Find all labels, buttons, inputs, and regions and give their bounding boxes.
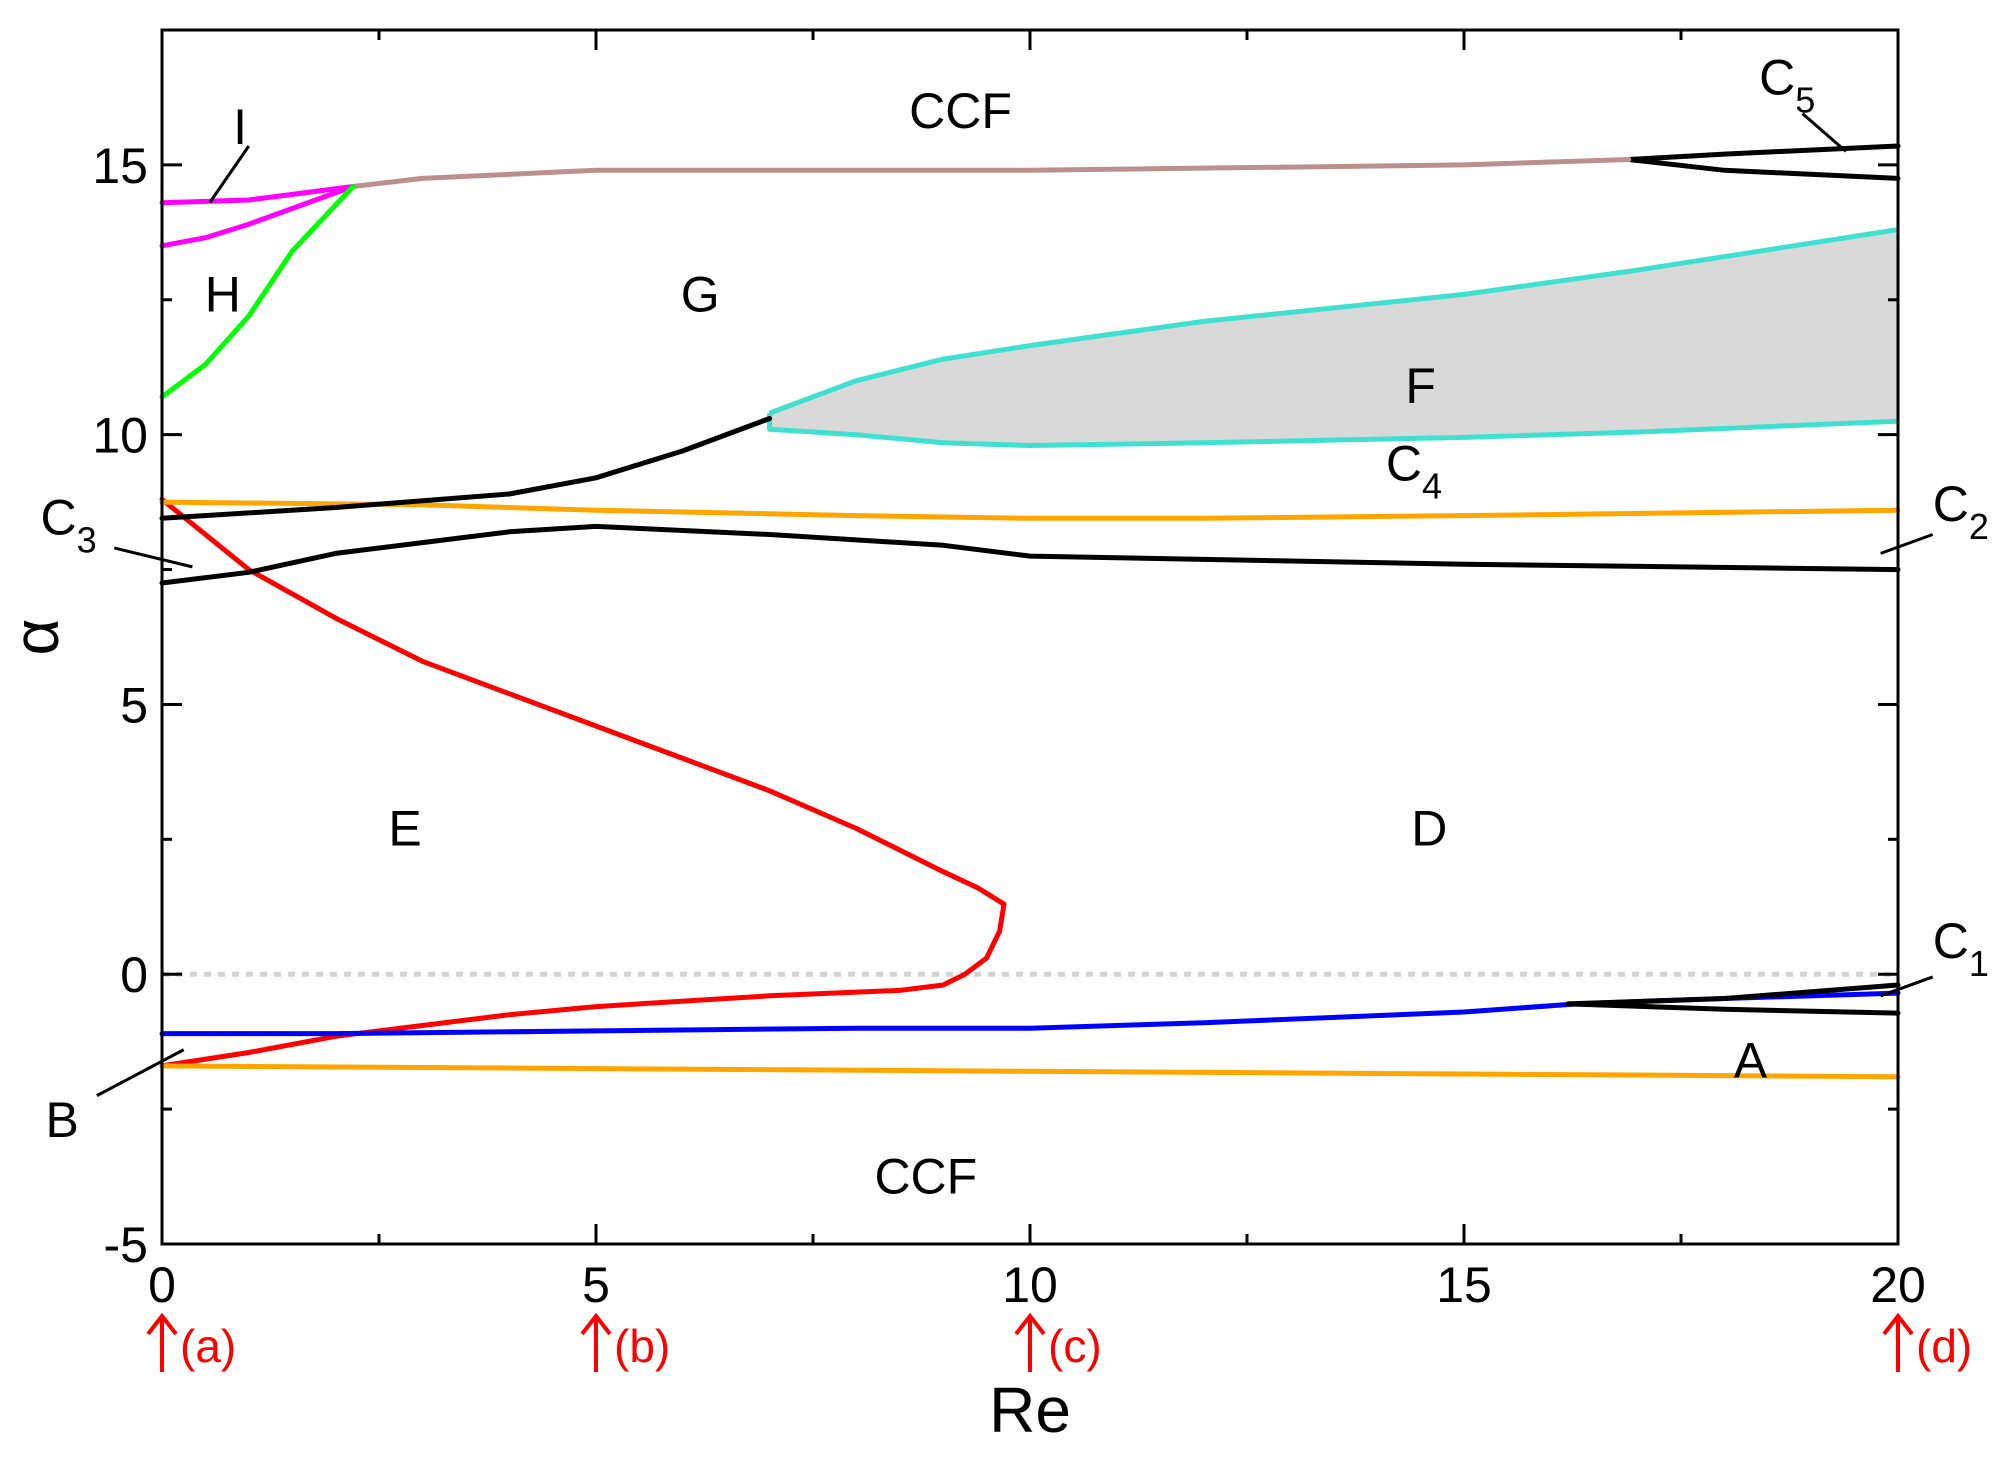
marker-label-1: (b) xyxy=(614,1320,670,1372)
series-line-0 xyxy=(159,496,1007,1069)
shaded-region-lower-boundary xyxy=(767,413,1899,448)
marker-label-3: (d) xyxy=(1916,1320,1972,1372)
marker-arrow-head-2 xyxy=(1014,1312,1046,1336)
region-label-5: F xyxy=(1405,358,1436,414)
marker-label-2: (c) xyxy=(1048,1320,1102,1372)
callout-subscript-2: 3 xyxy=(77,519,97,560)
markers-group: (a) (b) (c) (d) xyxy=(146,1312,1972,1372)
region-label-4: I xyxy=(233,99,247,155)
region-label-1: CCF xyxy=(874,1149,977,1205)
y-tick-label-2: 5 xyxy=(120,677,148,733)
shaded-region-group xyxy=(767,227,1899,448)
callout-text-3: C xyxy=(1386,436,1422,492)
marker-arrow-head-1 xyxy=(580,1312,612,1336)
callout-text-0: C xyxy=(1933,913,1969,969)
marker-arrow-head-0 xyxy=(146,1312,178,1336)
region-label-6: E xyxy=(388,801,421,857)
marker-label-0: (a) xyxy=(180,1320,236,1372)
callout-pointer-5 xyxy=(208,145,251,204)
callout-text-4: C xyxy=(1759,50,1795,106)
series-line-2 xyxy=(159,499,1901,521)
region-label-8: A xyxy=(1734,1033,1768,1089)
callout-pointer-1 xyxy=(1880,533,1934,555)
shaded-region-fill xyxy=(769,229,1898,446)
callout-pointer-4 xyxy=(1801,112,1847,153)
x-tick-label-2: 10 xyxy=(1002,1257,1058,1313)
x-axis-title: Re xyxy=(989,1374,1071,1446)
series-line-10 xyxy=(350,157,1632,189)
marker-arrow-head-3 xyxy=(1882,1312,1914,1336)
y-axis-title: α xyxy=(0,619,72,656)
callout-pointer-6 xyxy=(96,1048,185,1097)
callout-label-2: C3 xyxy=(40,489,96,560)
callout-subscript-0: 1 xyxy=(1969,943,1989,984)
callout-subscript-3: 4 xyxy=(1422,466,1442,507)
callout-text-1: C xyxy=(1933,476,1969,532)
callout-subscript-1: 2 xyxy=(1969,506,1989,547)
region-label-7: D xyxy=(1411,801,1447,857)
series-line-6 xyxy=(1565,982,1901,1007)
region-label-0: CCF xyxy=(909,83,1012,139)
y-tick-label-1: 0 xyxy=(120,947,148,1003)
x-tick-label-1: 5 xyxy=(582,1257,610,1313)
x-tick-label-4: 20 xyxy=(1870,1257,1926,1313)
y-tick-label-0: -5 xyxy=(104,1217,148,1273)
series-line-9 xyxy=(1626,157,1901,181)
series-line-4 xyxy=(159,416,773,521)
x-tick-label-3: 15 xyxy=(1436,1257,1492,1313)
shaded-region-upper-boundary xyxy=(768,227,1899,416)
region-label-2: G xyxy=(681,266,720,322)
series-line-5 xyxy=(159,523,1901,586)
series-line-11 xyxy=(159,184,356,206)
callout-text-2: C xyxy=(40,489,76,545)
series-group xyxy=(159,143,1901,1080)
region-label-9: B xyxy=(46,1092,79,1148)
region-label-group: CCF CCF G H I F E D A B xyxy=(46,83,1768,1205)
series-line-13 xyxy=(159,184,356,400)
region-label-3: H xyxy=(205,266,241,322)
callout-subscript-4: 5 xyxy=(1795,80,1815,121)
y-tick-label-3: 10 xyxy=(92,408,148,464)
callout-label-4: C5 xyxy=(1759,50,1815,121)
series-line-3 xyxy=(159,1063,1901,1080)
callout-label-0: C1 xyxy=(1933,913,1989,984)
y-tick-label-4: 15 xyxy=(92,138,148,194)
series-line-7 xyxy=(1565,1001,1901,1016)
x-tick-label-0: 0 xyxy=(148,1257,176,1313)
callout-label-1: C2 xyxy=(1933,476,1989,547)
series-line-12 xyxy=(159,184,356,249)
callout-pointer-2 xyxy=(113,546,193,569)
callout-label-3: C4 xyxy=(1386,436,1442,507)
callout-pointer-0 xyxy=(1880,975,1934,998)
series-line-8 xyxy=(1626,143,1901,162)
